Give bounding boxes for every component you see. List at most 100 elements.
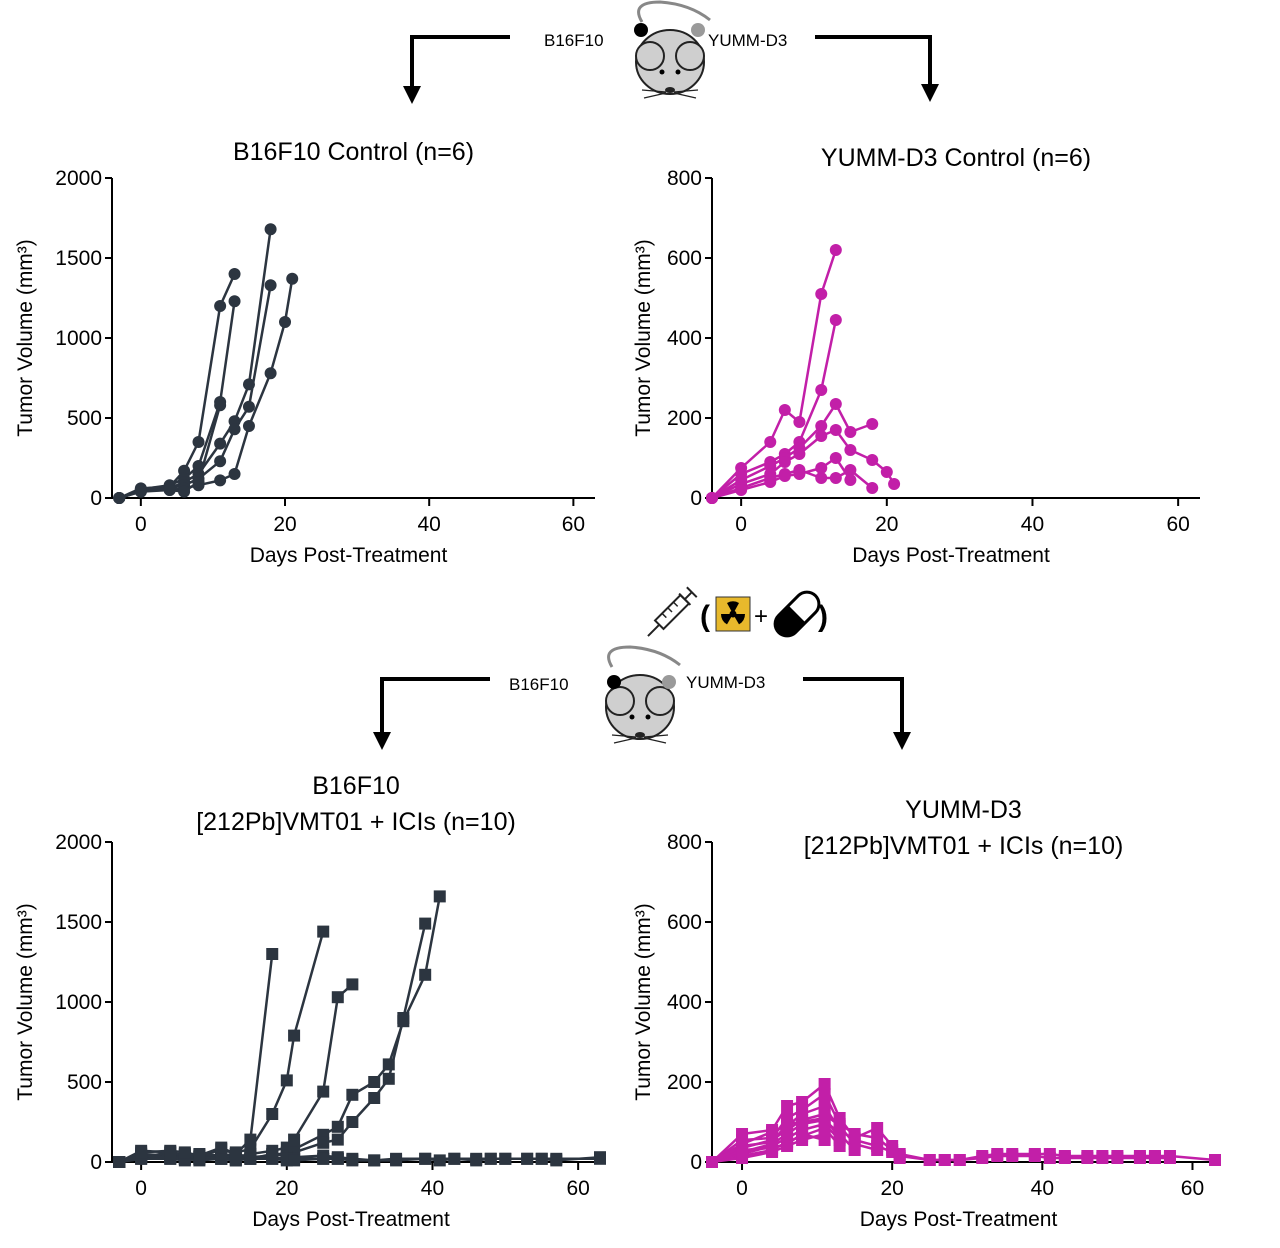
left-arrowhead — [403, 86, 421, 104]
y-tick-label: 600 — [667, 247, 702, 270]
x-tick-label: 40 — [1031, 1177, 1054, 1200]
x-axis-title: Days Post-Treatment — [252, 1208, 450, 1231]
data-point — [829, 314, 842, 326]
data-point — [280, 1074, 293, 1087]
y-axis-title: Tumor Volume (mm³) — [632, 239, 655, 437]
data-point — [264, 279, 277, 292]
y-tick-label: 400 — [667, 327, 702, 350]
treatment-schematic: ( + ) B16F10 YUMM-D3 — [373, 586, 911, 750]
data-point — [866, 454, 879, 466]
data-point — [764, 476, 777, 488]
chart-title: B16F10 Control (n=6) — [233, 138, 474, 166]
data-point — [793, 416, 806, 428]
data-point — [521, 1152, 534, 1165]
data-point — [848, 1144, 861, 1156]
capsule-icon — [773, 590, 821, 638]
data-point — [368, 1154, 381, 1167]
data-point — [192, 476, 205, 488]
data-point — [178, 485, 191, 498]
data-point — [815, 472, 828, 484]
x-tick-label: 60 — [562, 513, 585, 536]
y-tick-label: 800 — [667, 831, 702, 854]
data-point — [113, 1156, 126, 1168]
x-tick-label: 60 — [1181, 1177, 1204, 1200]
x-axis-title: Days Post-Treatment — [860, 1208, 1058, 1231]
data-point — [706, 1156, 718, 1168]
series-10 — [113, 1141, 257, 1168]
data-point — [818, 1134, 831, 1146]
data-point — [331, 1120, 344, 1133]
data-point — [484, 1152, 497, 1165]
x-axis-title: Days Post-Treatment — [852, 544, 1050, 567]
data-point — [317, 1152, 330, 1165]
data-point — [242, 420, 255, 432]
data-point — [1148, 1152, 1161, 1164]
data-point — [264, 367, 277, 380]
data-point — [331, 991, 344, 1004]
data-point — [382, 1072, 395, 1085]
data-point — [368, 1092, 381, 1104]
data-point — [331, 1152, 344, 1165]
data-point — [390, 1154, 403, 1167]
mouse-icon-2 — [605, 645, 681, 744]
data-point — [228, 268, 241, 280]
x-tick-label: 60 — [566, 1177, 589, 1200]
data-point — [953, 1154, 966, 1166]
series-5 — [113, 272, 299, 504]
right-arrow-line — [815, 35, 932, 86]
right-arrowhead — [921, 84, 939, 102]
y-tick-label: 500 — [67, 407, 102, 430]
left-arrowhead-2 — [373, 732, 391, 750]
data-point — [135, 1146, 148, 1159]
series-6 — [706, 452, 857, 504]
data-point — [192, 436, 205, 448]
data-point — [871, 1144, 884, 1156]
series-10 — [706, 1112, 846, 1168]
data-point — [134, 485, 147, 498]
data-point — [448, 1152, 461, 1165]
data-point — [317, 1085, 330, 1098]
data-point — [499, 1152, 512, 1165]
data-point — [228, 295, 241, 308]
data-point — [228, 468, 241, 480]
x-axis-title: Days Post-Treatment — [250, 544, 448, 567]
left-arrow-line — [410, 35, 510, 88]
y-tick-label: 500 — [67, 1071, 102, 1094]
data-point — [214, 399, 227, 412]
data-point — [1058, 1152, 1071, 1164]
data-point — [844, 464, 857, 476]
data-point — [815, 288, 828, 300]
y-axis-title: Tumor Volume (mm³) — [632, 903, 655, 1101]
data-point — [736, 1140, 749, 1152]
data-point — [535, 1152, 548, 1165]
data-point — [1096, 1152, 1109, 1164]
data-point — [778, 470, 791, 482]
treat-left-tumor-dot — [607, 675, 621, 689]
data-point — [1111, 1152, 1124, 1164]
data-point — [1006, 1150, 1019, 1162]
data-point — [419, 1152, 432, 1165]
data-point — [288, 1154, 301, 1167]
data-point — [735, 484, 748, 496]
data-point — [815, 462, 828, 474]
data-point — [796, 1116, 809, 1128]
data-point — [266, 1151, 279, 1164]
left-arrow-line-2 — [380, 677, 490, 734]
data-point — [215, 1141, 228, 1154]
data-point — [706, 492, 718, 504]
series-2 — [113, 925, 330, 1168]
data-point — [346, 1116, 359, 1128]
chart-b16f10-treated: B16F10 [212Pb]VMT01 + ICIs (n=10) 0 500 1000… — [14, 772, 606, 1231]
data-point — [796, 1128, 809, 1140]
data-point — [178, 1146, 191, 1159]
data-point — [829, 452, 842, 464]
x-tick-label: 20 — [880, 1177, 903, 1200]
right-arrow-line-2 — [803, 677, 904, 734]
y-tick-label: 1000 — [55, 327, 102, 350]
data-point — [766, 1136, 779, 1148]
y-axis-title: Tumor Volume (mm³) — [14, 239, 37, 437]
y-tick-label: 2000 — [55, 831, 102, 854]
data-point — [818, 1088, 831, 1100]
data-point — [844, 444, 857, 456]
